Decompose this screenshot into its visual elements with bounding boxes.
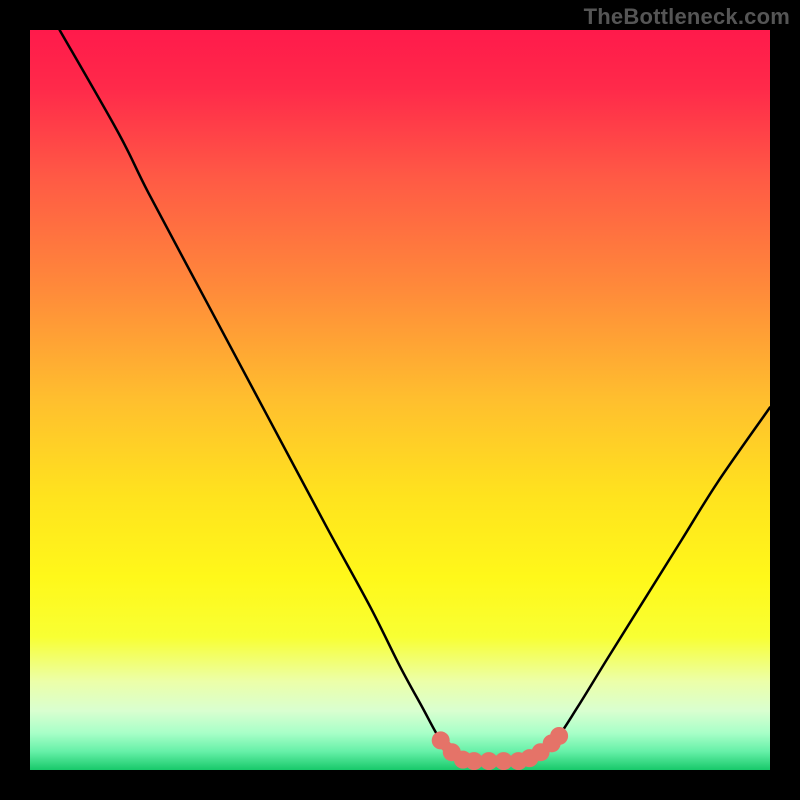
bottleneck-chart (0, 0, 800, 800)
optimal-point (550, 727, 568, 745)
plot-background (30, 30, 770, 770)
watermark-text: TheBottleneck.com (584, 4, 790, 30)
chart-stage: TheBottleneck.com (0, 0, 800, 800)
